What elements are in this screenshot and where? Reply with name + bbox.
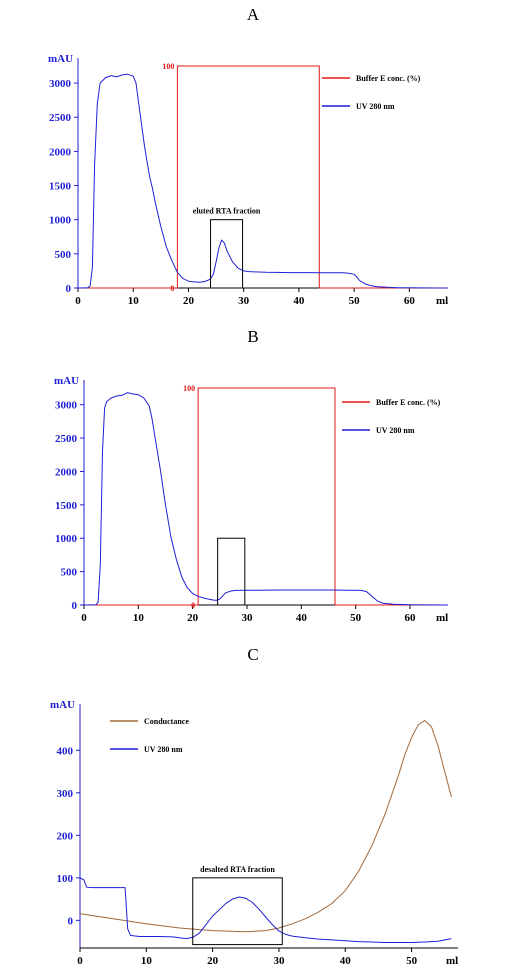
x-tick-label: 0	[77, 955, 83, 967]
y-tick-label: 0	[68, 915, 74, 927]
y-tick-label: 3000	[49, 78, 72, 90]
y-axis-label: mAU	[48, 53, 73, 65]
fraction-label: desalted RTA fraction	[200, 865, 275, 874]
legend-label: Buffer E conc. (%)	[356, 74, 421, 83]
x-tick-label: 40	[296, 612, 308, 624]
x-axis-label: ml	[436, 295, 448, 307]
x-tick-label: 10	[128, 295, 140, 307]
series-line-conductance	[79, 719, 452, 933]
x-tick-label: 30	[241, 612, 253, 624]
series-line-uv-280-nm	[83, 392, 449, 606]
y-tick-label: 3000	[55, 400, 78, 412]
fraction-label: eluted RTA fraction	[193, 207, 261, 216]
legend-label: UV 280 nm	[144, 745, 183, 754]
panel-label: C	[247, 645, 258, 664]
x-tick-label: 40	[340, 955, 352, 967]
x-tick-label: 50	[406, 955, 418, 967]
y-tick-label: 200	[57, 830, 74, 842]
x-tick-label: 30	[238, 295, 250, 307]
y-tick-label: 2500	[55, 433, 78, 445]
y-tick-label: 500	[55, 249, 72, 261]
series-line-uv-280-nm	[79, 877, 452, 943]
y-tick-label: 1500	[49, 181, 72, 193]
y-tick-label: 1000	[49, 215, 72, 227]
panel-label: B	[247, 327, 258, 346]
fraction-box	[210, 219, 244, 289]
y-tick-label: 1000	[55, 533, 78, 545]
y2-tick-label: 100	[162, 62, 174, 71]
x-tick-label: 10	[141, 955, 153, 967]
y-tick-label: 0	[72, 600, 78, 612]
series-line-uv-280-nm	[77, 73, 448, 289]
x-tick-label: 40	[293, 295, 305, 307]
x-tick-label: 50	[349, 295, 361, 307]
x-tick-label: 30	[273, 955, 285, 967]
y-tick-label: 500	[61, 567, 78, 579]
panel-label: A	[247, 5, 260, 24]
y2-tick-label: 100	[183, 384, 195, 393]
x-axis-label: ml	[436, 612, 448, 624]
y-tick-label: 0	[66, 283, 72, 295]
series-line-buffer-e-conc	[78, 65, 448, 289]
fraction-box	[192, 877, 283, 946]
y-tick-label: 1500	[55, 500, 78, 512]
legend-label: UV 280 nm	[376, 426, 415, 435]
legend-label: Buffer E conc. (%)	[376, 398, 441, 407]
y-tick-label: 2000	[49, 146, 72, 158]
x-tick-label: 20	[187, 612, 199, 624]
x-tick-label: 60	[404, 612, 416, 624]
x-tick-label: 20	[207, 955, 219, 967]
y-tick-label: 2000	[55, 466, 78, 478]
y-tick-label: 100	[57, 873, 74, 885]
x-tick-label: 50	[350, 612, 362, 624]
legend-label: Conductance	[144, 717, 189, 726]
y-tick-label: 400	[57, 745, 74, 757]
x-tick-label: 0	[81, 612, 87, 624]
series-line-buffer-e-conc	[84, 387, 448, 606]
x-tick-label: 0	[75, 295, 81, 307]
legend-label: UV 280 nm	[356, 102, 395, 111]
x-tick-label: 60	[404, 295, 416, 307]
fraction-box	[217, 537, 246, 606]
y-tick-label: 2500	[49, 112, 72, 124]
x-tick-label: 10	[133, 612, 145, 624]
x-axis-label: ml	[446, 955, 458, 967]
y-axis-label: mAU	[50, 699, 75, 711]
y-axis-label: mAU	[54, 375, 79, 387]
y-tick-label: 300	[57, 788, 74, 800]
x-tick-label: 20	[183, 295, 195, 307]
